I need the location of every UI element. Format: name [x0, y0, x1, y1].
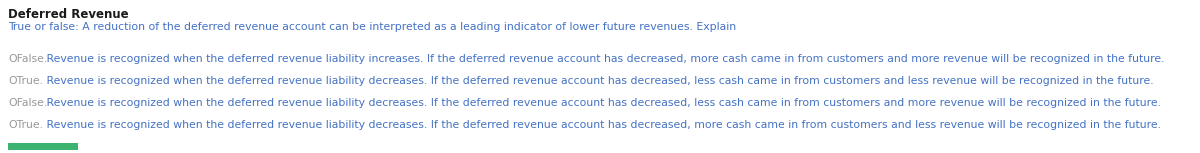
Bar	[8, 143, 78, 150]
Text: OTrue.: OTrue.	[8, 120, 43, 130]
Text: Revenue is recognized when the deferred revenue liability increases. If the defe: Revenue is recognized when the deferred …	[43, 54, 1164, 64]
Text: OFalse.: OFalse.	[8, 54, 47, 64]
Text: OTrue.: OTrue.	[8, 76, 43, 86]
Text: Revenue is recognized when the deferred revenue liability decreases. If the defe: Revenue is recognized when the deferred …	[43, 98, 1162, 108]
Text: Deferred Revenue: Deferred Revenue	[8, 8, 128, 21]
Text: True or false: A reduction of the deferred revenue account can be interpreted as: True or false: A reduction of the deferr…	[8, 22, 736, 32]
Text: OFalse.: OFalse.	[8, 98, 47, 108]
Text: Revenue is recognized when the deferred revenue liability decreases. If the defe: Revenue is recognized when the deferred …	[43, 76, 1153, 86]
Text: Revenue is recognized when the deferred revenue liability decreases. If the defe: Revenue is recognized when the deferred …	[43, 120, 1162, 130]
